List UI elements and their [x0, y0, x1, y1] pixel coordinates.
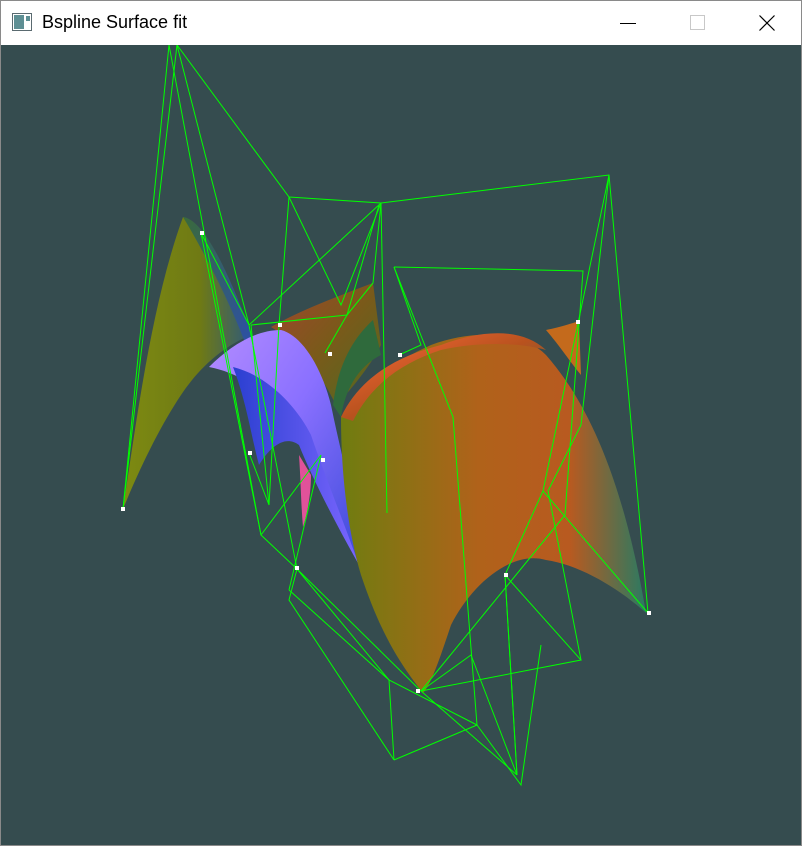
window-title: Bspline Surface fit	[42, 12, 188, 32]
control-net	[122, 45, 649, 787]
control-point[interactable]	[328, 352, 332, 356]
render-viewport[interactable]	[1, 45, 801, 845]
control-point[interactable]	[416, 689, 420, 693]
control-point[interactable]	[504, 573, 508, 577]
surface-patch-right-edge	[546, 321, 581, 375]
app-window-icon	[12, 13, 32, 31]
surface-patch-center	[209, 330, 361, 565]
minimize-button[interactable]	[593, 1, 663, 45]
surface-patch-center-under	[233, 367, 359, 565]
control-point[interactable]	[295, 566, 299, 570]
control-point[interactable]	[121, 507, 125, 511]
close-icon	[759, 15, 775, 31]
control-point[interactable]	[398, 353, 402, 357]
control-point[interactable]	[647, 611, 651, 615]
control-point[interactable]	[321, 458, 325, 462]
control-point[interactable]	[248, 451, 252, 455]
control-points	[121, 231, 651, 693]
surface-patch-left-top	[183, 217, 253, 345]
surface-patch-right-top	[341, 333, 546, 421]
title-bar[interactable]: Bspline Surface fit	[1, 1, 801, 45]
control-point[interactable]	[200, 231, 204, 235]
surface-patch-right-side	[333, 320, 381, 417]
control-point[interactable]	[278, 323, 282, 327]
minimize-icon	[620, 23, 636, 24]
scene-canvas[interactable]	[1, 45, 801, 845]
close-button[interactable]	[732, 1, 802, 45]
maximize-button[interactable]	[663, 1, 733, 45]
maximize-icon	[690, 15, 705, 30]
surface-patch-right	[341, 334, 646, 693]
surface-patch-left	[123, 217, 251, 509]
control-point[interactable]	[576, 320, 580, 324]
